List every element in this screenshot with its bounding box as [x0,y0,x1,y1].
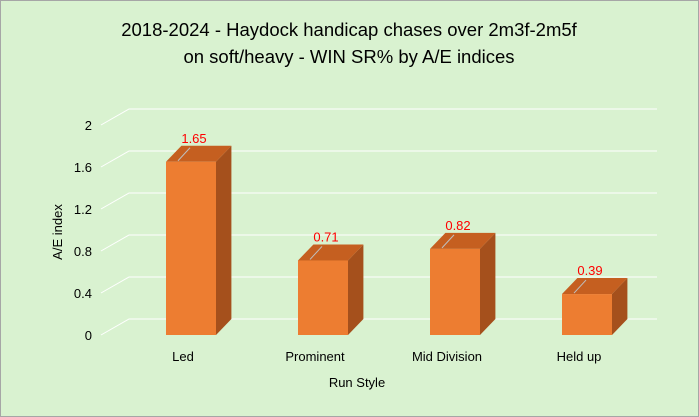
x-category-label: Mid Division [412,349,482,364]
bar-top [430,232,496,249]
data-label: 1.65 [181,131,206,146]
bar-front [430,248,480,335]
y-tick-label: 0.8 [74,244,92,259]
bar-front [298,260,348,335]
data-label-leader [309,246,323,260]
x-category-label: Led [172,349,194,364]
bar-side [612,278,628,335]
chart-title: 2018-2024 - Haydock handicap chases over… [121,19,577,67]
x-axis-title: Run Style [329,375,385,390]
x-axis-categories: Led Prominent Mid Division Held up [172,349,601,364]
bar-front [166,161,216,335]
data-label: 0.39 [577,263,602,278]
bar-top [562,278,628,295]
x-category-label: Prominent [285,349,345,364]
bars [166,145,628,335]
y-axis-title: A/E index [50,204,65,260]
data-label-leader [441,234,455,249]
gridline [100,108,657,126]
x-category-label: Held up [557,349,602,364]
data-label: 0.82 [445,218,470,233]
bar-side [348,244,364,335]
bar-side [480,232,496,335]
bar-top [298,244,364,261]
bar-led [166,145,232,335]
chart-title-line-2: on soft/heavy - WIN SR% by A/E indices [183,46,514,67]
data-label: 0.71 [313,229,338,244]
bar-side [216,145,232,335]
y-axis-ticks: 0 0.4 0.8 1.2 1.6 2 [74,118,92,343]
bar-front [562,294,612,335]
bar-mid-division [430,232,496,335]
y-tick-label: 2 [85,118,92,133]
gridline [100,150,657,168]
data-label-leader [573,279,587,294]
bar-prominent [298,244,364,335]
y-tick-label: 0.4 [74,286,92,301]
data-label-leader [177,147,191,162]
gridline [100,192,657,210]
y-tick-label: 1.2 [74,202,92,217]
chart-title-line-1: 2018-2024 - Haydock handicap chases over… [121,19,577,40]
bar-held-up [562,278,628,335]
bar-top [166,145,232,162]
y-tick-label: 1.6 [74,160,92,175]
y-tick-label: 0 [85,328,92,343]
data-labels: 1.65 0.71 0.82 0.39 [177,131,603,294]
